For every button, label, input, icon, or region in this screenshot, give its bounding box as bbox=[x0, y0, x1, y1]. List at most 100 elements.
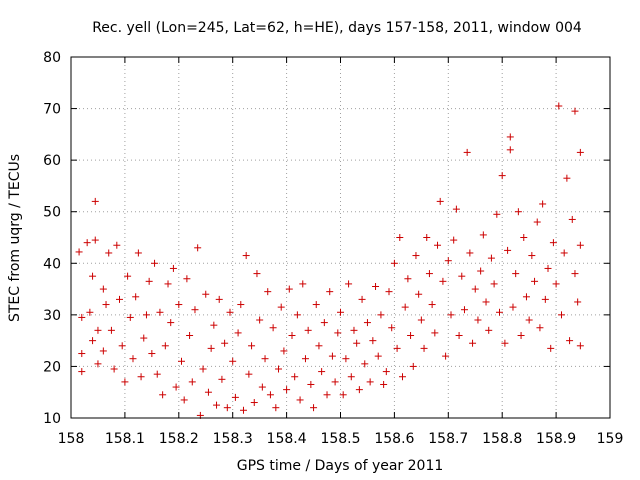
data-point bbox=[312, 301, 320, 309]
data-point bbox=[132, 293, 140, 301]
data-point bbox=[113, 241, 121, 249]
data-point bbox=[447, 311, 455, 319]
data-point bbox=[237, 301, 245, 309]
data-point bbox=[223, 404, 231, 412]
data-point bbox=[78, 313, 86, 321]
data-point bbox=[423, 234, 431, 241]
data-point bbox=[245, 370, 253, 378]
data-point bbox=[350, 326, 358, 334]
y-tick-label: 40 bbox=[43, 256, 61, 272]
data-point bbox=[539, 200, 547, 208]
data-point bbox=[177, 357, 185, 365]
data-point bbox=[409, 362, 417, 370]
data-point bbox=[436, 197, 444, 205]
data-point bbox=[563, 174, 571, 182]
data-point bbox=[544, 264, 552, 272]
y-tick-label: 60 bbox=[43, 153, 61, 169]
data-point bbox=[353, 339, 361, 347]
data-point bbox=[498, 172, 506, 180]
data-point bbox=[571, 270, 579, 278]
x-axis-label: GPS time / Days of year 2011 bbox=[237, 458, 444, 474]
x-tick-label: 158.5 bbox=[320, 431, 360, 447]
data-point bbox=[242, 252, 250, 260]
data-point bbox=[463, 148, 471, 156]
y-tick-label: 10 bbox=[43, 411, 61, 427]
data-point bbox=[363, 319, 371, 327]
data-point bbox=[320, 319, 328, 327]
data-point bbox=[334, 329, 342, 337]
data-point bbox=[261, 355, 269, 363]
data-point bbox=[164, 280, 172, 288]
data-point bbox=[226, 308, 234, 316]
data-point bbox=[89, 272, 97, 280]
data-point bbox=[180, 396, 188, 404]
data-point bbox=[272, 404, 280, 412]
data-point bbox=[331, 378, 339, 386]
data-point bbox=[444, 257, 452, 265]
data-point bbox=[159, 391, 167, 399]
data-point bbox=[99, 285, 107, 293]
data-point bbox=[474, 316, 482, 324]
data-point bbox=[369, 337, 377, 345]
data-point bbox=[116, 295, 124, 303]
data-point bbox=[407, 331, 415, 339]
data-point bbox=[269, 324, 277, 332]
x-tick-label: 158.7 bbox=[428, 431, 468, 447]
data-point bbox=[215, 295, 223, 303]
data-point bbox=[110, 365, 118, 373]
data-point bbox=[213, 401, 221, 409]
data-point bbox=[566, 337, 574, 345]
data-point bbox=[91, 236, 99, 244]
data-point bbox=[118, 342, 126, 350]
data-point bbox=[102, 301, 110, 309]
data-point bbox=[358, 295, 366, 303]
data-point bbox=[393, 344, 401, 352]
data-point bbox=[280, 347, 288, 355]
chart-title: Rec. yell (Lon=245, Lat=62, h=HE), days … bbox=[92, 20, 582, 36]
data-point bbox=[105, 249, 113, 257]
data-point bbox=[207, 344, 215, 352]
data-point bbox=[512, 270, 520, 278]
x-tick-label: 159 bbox=[597, 431, 624, 447]
data-point bbox=[204, 388, 212, 396]
data-point bbox=[239, 406, 247, 414]
data-point bbox=[479, 231, 487, 239]
data-point bbox=[520, 234, 528, 241]
data-point bbox=[315, 342, 323, 350]
data-point bbox=[401, 303, 409, 311]
data-point bbox=[183, 275, 191, 283]
data-point bbox=[91, 197, 99, 205]
x-tick-labels: 158 158.1 158.2 158.3 158.4 158.5 158.6 158.7 15… bbox=[58, 431, 624, 447]
data-point bbox=[169, 264, 177, 272]
data-point bbox=[191, 306, 199, 314]
data-point bbox=[283, 386, 291, 394]
y-axis-label: STEC from uqrg / TECUs bbox=[7, 154, 23, 322]
data-point bbox=[388, 324, 396, 332]
data-point bbox=[202, 290, 210, 298]
data-point bbox=[134, 249, 142, 257]
x-tick-label: 158.4 bbox=[267, 431, 307, 447]
data-point bbox=[140, 334, 148, 342]
x-tick-label: 158.8 bbox=[482, 431, 522, 447]
data-point bbox=[124, 272, 132, 280]
data-point bbox=[442, 352, 450, 360]
data-point bbox=[250, 399, 258, 407]
data-point bbox=[485, 326, 493, 334]
data-point bbox=[275, 365, 283, 373]
data-point bbox=[417, 316, 425, 324]
data-point bbox=[167, 319, 175, 327]
data-point bbox=[439, 277, 447, 285]
data-point bbox=[541, 295, 549, 303]
data-point bbox=[264, 288, 272, 296]
data-point bbox=[172, 383, 180, 391]
data-point bbox=[574, 298, 582, 306]
data-point bbox=[99, 347, 107, 355]
data-point bbox=[129, 355, 137, 363]
data-point bbox=[345, 280, 353, 288]
data-point bbox=[490, 280, 498, 288]
y-tick-label: 30 bbox=[43, 308, 61, 324]
data-point bbox=[307, 380, 315, 388]
data-point bbox=[374, 352, 382, 360]
data-point bbox=[94, 326, 102, 334]
data-point bbox=[188, 378, 196, 386]
